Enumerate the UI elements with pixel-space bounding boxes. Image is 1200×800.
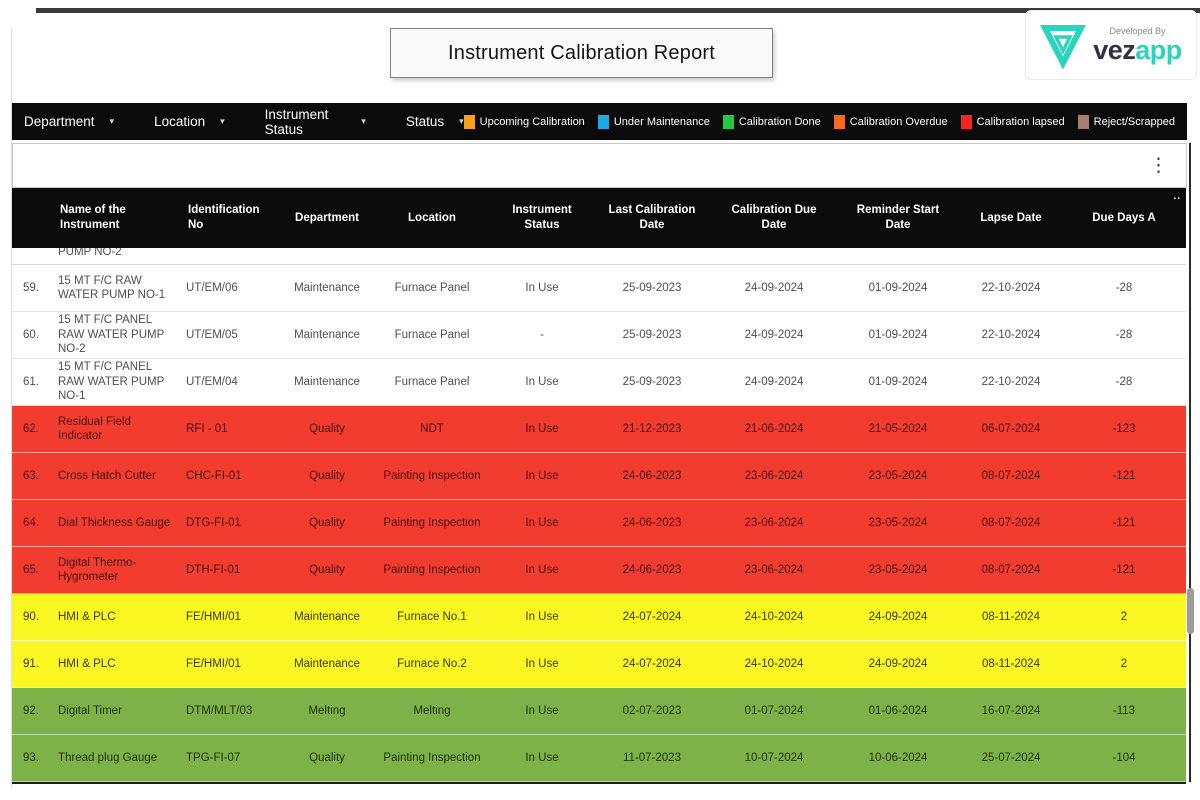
legend-swatch bbox=[463, 114, 475, 129]
chevron-down-icon: ▾ bbox=[361, 116, 366, 126]
table-body: PUMP NO-2 59. 15 MT F/C RAW WATER PUMP N… bbox=[12, 248, 1186, 784]
col-lapse-date: Lapse Date bbox=[980, 211, 1042, 224]
legend-item: Under Maintenance bbox=[597, 114, 710, 129]
table-row-partial[interactable]: PUMP NO-2 bbox=[12, 248, 1186, 265]
filter-dropdowns: Department ▾ Location ▾ Instrument Statu… bbox=[24, 107, 464, 137]
col-instrument-status: Instrument Status bbox=[512, 204, 572, 231]
report-title-box: Instrument Calibration Report bbox=[390, 28, 773, 78]
kebab-menu-icon[interactable]: ⋮ bbox=[1149, 155, 1168, 176]
table-row[interactable]: 60. 15 MT F/C PANEL RAW WATER PUMP NO-2 … bbox=[12, 312, 1186, 359]
vezapp-logo-icon bbox=[1040, 25, 1087, 69]
chevron-down-icon: ▾ bbox=[109, 116, 115, 126]
chevron-down-icon: ▾ bbox=[220, 116, 225, 126]
col-name: Name of the Instrument bbox=[60, 204, 126, 231]
legend-item: Calibration Overdue bbox=[833, 114, 948, 129]
table-row[interactable]: 92. Digital Timer DTM/MLT/03 Melting Mel… bbox=[12, 688, 1186, 735]
filter-dropdown-instrument-status[interactable]: Instrument Status ▾ bbox=[264, 106, 366, 137]
table-row[interactable]: 65. Digital Thermo-Hygrometer DTH-FI-01 … bbox=[12, 547, 1186, 594]
legend-swatch bbox=[960, 114, 972, 129]
filter-dropdown-status[interactable]: Status ▾ bbox=[405, 114, 464, 129]
table-row[interactable]: 59. 15 MT F/C RAW WATER PUMP NO-1 UT/EM/… bbox=[12, 265, 1186, 312]
table-row[interactable]: 61. 15 MT F/C PANEL RAW WATER PUMP NO-1 … bbox=[12, 359, 1186, 406]
table-header: Name of the Instrument Identification No… bbox=[12, 188, 1186, 248]
col-location: Location bbox=[408, 211, 456, 224]
table-row[interactable]: 90. HMI & PLC FE/HMI/01 Maintenance Furn… bbox=[12, 594, 1186, 641]
table-row[interactable]: 91. HMI & PLC FE/HMI/01 Maintenance Furn… bbox=[12, 641, 1186, 688]
table-row[interactable]: 63. Cross Hatch Cutter CHC-FI-01 Quality… bbox=[12, 453, 1186, 500]
legend-swatch bbox=[722, 114, 734, 129]
filter-bar: Department ▾ Location ▾ Instrument Statu… bbox=[12, 103, 1187, 140]
filter-dropdown-location[interactable]: Location ▾ bbox=[154, 114, 225, 129]
page-left-border bbox=[11, 28, 12, 788]
legend-item: Calibration lapsed bbox=[960, 114, 1065, 129]
col-due-days: Due Days A bbox=[1092, 211, 1156, 224]
legend-item: Calibration Done bbox=[722, 114, 821, 129]
table-row[interactable]: 93. Thread plug Gauge TPG-FI-07 Quality … bbox=[12, 735, 1186, 782]
legend: Upcoming Calibration Under Maintenance C… bbox=[463, 114, 1175, 129]
col-reminder-start: Reminder Start Date bbox=[856, 204, 940, 231]
legend-item: Reject/Scrapped bbox=[1077, 114, 1175, 129]
legend-swatch bbox=[833, 114, 845, 129]
vertical-scrollbar[interactable] bbox=[1187, 588, 1194, 634]
col-calibration-due: Calibration Due Date bbox=[731, 204, 817, 231]
col-department: Department bbox=[295, 211, 359, 224]
chevron-down-icon: ▾ bbox=[459, 116, 464, 126]
filter-dropdown-department[interactable]: Department ▾ bbox=[24, 114, 115, 129]
brand-name: vezapp bbox=[1093, 35, 1182, 65]
legend-item: Upcoming Calibration bbox=[463, 114, 585, 129]
table-row[interactable]: 64. Dial Thickness Gauge DTG-FI-01 Quali… bbox=[12, 500, 1186, 547]
scrollbar-track bbox=[1189, 143, 1191, 782]
page-top-border bbox=[36, 8, 1200, 13]
brand-logo: Developed By vezapp bbox=[1025, 10, 1197, 80]
table-row[interactable]: 62. Residual Field Indicator RFI - 01 Qu… bbox=[12, 406, 1186, 453]
legend-swatch bbox=[597, 114, 609, 129]
developed-by-label: Developed By bbox=[1109, 26, 1166, 36]
col-identification: Identification No bbox=[188, 204, 260, 231]
header-overflow-indicator: .. bbox=[1173, 191, 1181, 202]
col-last-calibration: Last Calibration Date bbox=[608, 204, 696, 231]
legend-swatch bbox=[1077, 114, 1089, 129]
toolbar-strip: ⋮ bbox=[12, 143, 1187, 188]
page-title: Instrument Calibration Report bbox=[447, 41, 716, 64]
partial-row-text: PUMP NO-2 bbox=[58, 248, 122, 258]
